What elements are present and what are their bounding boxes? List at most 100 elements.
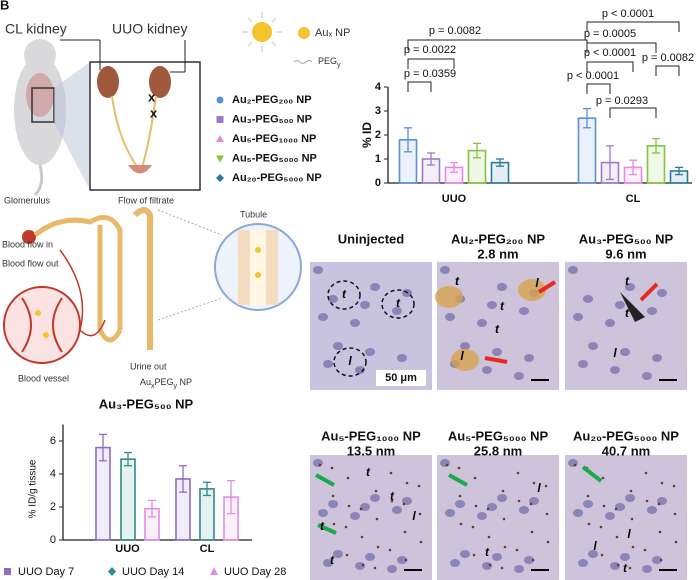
annotation: p < 0.0001 <box>567 70 619 82</box>
tissue-label: t <box>390 489 395 503</box>
np-label: Auₓ NP <box>315 27 350 39</box>
nucleus <box>657 289 667 297</box>
nucleus <box>318 313 328 321</box>
x-tick-label: CL <box>626 193 641 205</box>
nucleus <box>440 266 450 274</box>
stain <box>488 563 492 567</box>
legend-label: Au₂-PEG₂₀₀ NP <box>232 94 312 106</box>
stain <box>615 535 619 539</box>
tissue-label: l <box>593 539 597 553</box>
micrograph <box>310 262 432 390</box>
nucleus <box>642 565 652 573</box>
stain <box>345 553 349 557</box>
nucleus <box>487 503 497 511</box>
error-bar <box>227 479 235 515</box>
nucleus <box>460 550 470 558</box>
nucleus <box>620 348 630 356</box>
stain <box>532 481 536 485</box>
legend-marker <box>108 567 116 576</box>
annotation: p = 0.0359 <box>404 68 456 80</box>
x-tick-label: UUO <box>115 543 140 555</box>
nucleus <box>482 366 492 374</box>
stain <box>346 476 350 480</box>
mouse-illustration: xx <box>14 12 313 197</box>
stain <box>374 489 378 493</box>
nucleus <box>460 342 470 350</box>
stain <box>487 535 491 539</box>
error-bar <box>148 499 156 518</box>
stain <box>344 525 348 529</box>
nucleus <box>615 503 625 511</box>
tissue-label: l <box>460 349 464 363</box>
stain <box>503 545 507 549</box>
bar <box>199 488 215 541</box>
stain <box>389 471 393 475</box>
panel-title: Uninjected <box>338 231 405 246</box>
outline <box>381 289 415 319</box>
significance-bracket <box>586 42 657 53</box>
stain <box>544 484 548 488</box>
micrograph <box>565 262 687 390</box>
text-part: Au <box>140 377 151 387</box>
filtrate-label: Flow of filtrate <box>118 195 174 205</box>
stain <box>402 502 406 506</box>
nucleus <box>445 509 455 517</box>
tissue-label: t <box>330 553 335 567</box>
text-part: y <box>337 62 341 69</box>
stain <box>631 545 635 549</box>
significance-bracket <box>407 81 432 92</box>
significance-bracket <box>586 21 680 32</box>
error-bar <box>473 142 481 159</box>
nucleus <box>647 506 657 514</box>
text-part: NP <box>177 377 192 387</box>
panel-subtitle: 13.5 nm <box>347 443 395 458</box>
stain <box>599 525 603 529</box>
stain <box>660 481 664 485</box>
stain <box>502 517 506 521</box>
text-part: PEG <box>318 56 337 66</box>
nucleus <box>392 307 402 315</box>
stain <box>500 566 504 570</box>
error-bar <box>675 166 683 176</box>
tissue-label: t <box>485 545 490 559</box>
nucleus <box>492 553 502 561</box>
error-bar <box>450 161 458 173</box>
stain <box>472 553 476 557</box>
stain <box>451 349 479 371</box>
stain <box>601 476 605 480</box>
stain <box>531 558 535 562</box>
error-bar <box>179 465 187 493</box>
legend-marker <box>216 96 224 104</box>
stain <box>674 540 678 544</box>
arrow <box>317 523 337 535</box>
nucleus <box>583 500 593 508</box>
annotation: p < 0.0001 <box>584 47 636 59</box>
stain <box>403 530 407 534</box>
y-tick-label: 2 <box>375 129 381 141</box>
outline <box>333 347 367 377</box>
nucleus <box>333 550 343 558</box>
nephron-illustration <box>3 207 302 364</box>
nucleus <box>620 553 630 561</box>
stain <box>546 540 550 544</box>
blood-out-label: Blood flow out <box>2 258 59 268</box>
nucleus <box>625 283 635 291</box>
legend-label: Au₃-PEG₅₀₀ NP <box>232 113 312 125</box>
nucleus <box>387 565 397 573</box>
significance-bracket <box>655 65 680 76</box>
nucleus <box>392 506 402 514</box>
annotation: p < 0.0001 <box>602 8 654 20</box>
y-tick-label: 0 <box>50 534 56 546</box>
panel-subtitle: 40.7 nm <box>602 443 650 458</box>
stain <box>659 558 663 562</box>
nucleus <box>647 307 657 315</box>
nucleus <box>360 503 370 511</box>
panel-title: Au₅-PEG₁₀₀₀ NP <box>321 428 421 443</box>
stain <box>388 548 392 552</box>
scale-box <box>376 370 426 386</box>
stain <box>332 522 336 526</box>
stain <box>359 507 363 511</box>
text-part: x <box>151 383 155 390</box>
panel-label: B <box>0 0 9 12</box>
nucleus <box>477 319 487 327</box>
